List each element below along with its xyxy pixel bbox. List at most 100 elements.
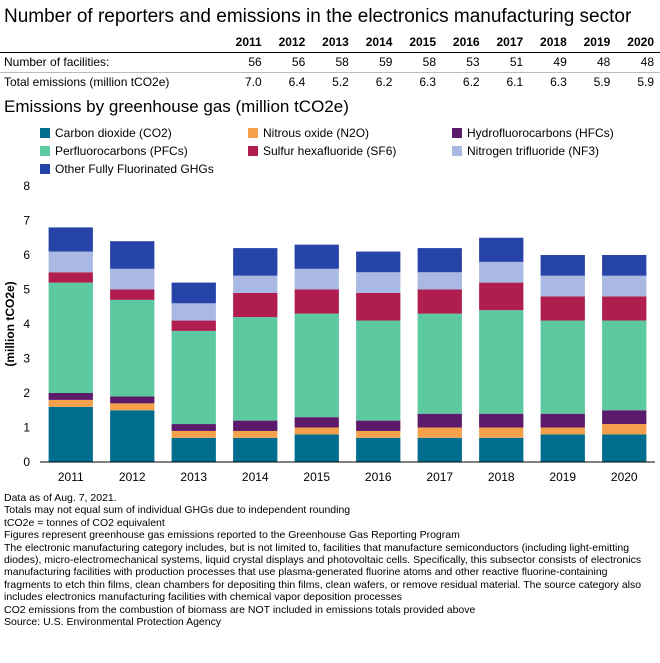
table-cell: 6.3: [398, 72, 443, 92]
table-year-header: 2019: [583, 35, 611, 49]
table-cell: 6.1: [485, 72, 530, 92]
table-year-header: 2015: [409, 35, 437, 49]
legend-swatch: [40, 164, 50, 174]
bar-segment: [171, 424, 216, 431]
chart-legend: Carbon dioxide (CO2) Nitrous oxide (N2O) H…: [0, 126, 660, 180]
table-cell: 53: [442, 52, 486, 73]
table-year-header: 2011: [235, 35, 262, 49]
legend-label: Nitrogen trifluoride (NF3): [467, 144, 600, 158]
legend-item: Other Fully Fluorinated GHGs: [40, 162, 214, 176]
bar-segment: [233, 430, 278, 438]
bar-segment: [171, 320, 216, 331]
bar-segment: [48, 393, 93, 400]
y-tick-label: 6: [23, 248, 30, 262]
table-year-header: 2013: [322, 35, 349, 49]
y-tick-label: 5: [23, 283, 30, 297]
legend-item: Sulfur hexafluoride (SF6): [248, 144, 396, 158]
table-year-header: 2017: [496, 35, 524, 49]
bar-segment: [233, 420, 278, 431]
legend-label: Other Fully Fluorinated GHGs: [55, 162, 214, 176]
table-cell: 51: [485, 52, 530, 73]
bar-segment: [48, 282, 93, 393]
bar-segment: [294, 417, 339, 428]
legend-swatch: [452, 146, 462, 156]
bar-segment: [356, 292, 401, 321]
bar-segment: [479, 413, 524, 428]
bar-segment: [171, 303, 216, 321]
bar-segment: [48, 399, 93, 407]
legend-swatch: [40, 128, 50, 138]
y-tick-label: 8: [23, 179, 30, 193]
bar-segment: [110, 241, 155, 269]
table-year-header: 2016: [452, 35, 480, 49]
bar-segment: [356, 437, 401, 462]
bar-segment: [294, 313, 339, 418]
footnote-line: Figures represent greenhouse gas emissio…: [4, 529, 460, 542]
bar-segment: [48, 272, 93, 283]
bar-segment: [233, 317, 278, 421]
bar-segment: [356, 251, 401, 273]
bar-segment: [602, 434, 647, 462]
bar-segment: [171, 282, 216, 304]
x-tick-label: 2013: [180, 470, 207, 484]
bar-segment: [540, 320, 585, 414]
table-cell: 6.4: [267, 72, 312, 92]
chart-title: Emissions by greenhouse gas (million tCO…: [4, 97, 349, 116]
bar-segment: [356, 430, 401, 438]
footnote-line: tCO2e = tonnes of CO2 equivalent: [4, 516, 165, 529]
bar-segment: [602, 275, 647, 297]
bar-segment: [417, 289, 462, 314]
x-tick-label: 2017: [426, 470, 453, 484]
bar-segment: [602, 424, 647, 435]
bar-segment: [602, 410, 647, 425]
bar-segment: [417, 437, 462, 462]
y-tick-label: 3: [23, 352, 30, 366]
bar-segment: [171, 430, 216, 438]
table-cell: 49: [529, 52, 573, 73]
footnote-line: Totals may not equal sum of individual G…: [4, 504, 351, 517]
bar-segment: [233, 292, 278, 318]
legend-item: Nitrous oxide (N2O): [248, 126, 369, 140]
bar-segment: [294, 434, 339, 462]
legend-item: Perfluorocarbons (PFCs): [40, 144, 188, 158]
table-cell: 56: [267, 52, 312, 73]
bar-segment: [540, 275, 585, 297]
bar-segment: [171, 330, 216, 425]
x-tick-label: 2012: [119, 470, 146, 484]
bar-segment: [602, 320, 647, 411]
bar-segment: [110, 289, 155, 300]
table-cell: 48: [572, 52, 617, 73]
y-axis-label: (million tCO2e): [3, 281, 17, 366]
x-tick-label: 2014: [242, 470, 269, 484]
bar-segment: [417, 427, 462, 438]
legend-label: Nitrous oxide (N2O): [263, 126, 370, 140]
footnote-line: Source: U.S. Environmental Protection Ag…: [4, 616, 222, 629]
bar-segment: [540, 427, 585, 435]
table-year-header: 2020: [627, 35, 654, 49]
bar-segment: [540, 434, 585, 462]
bar-segment: [417, 313, 462, 414]
y-tick-label: 4: [23, 317, 30, 331]
facilities-emissions-table: 2011 2012 2013 2014 2015 2016 2017 2018 2019 2020…: [0, 33, 660, 92]
footnote-line: The electronic manufacturing category in…: [4, 541, 642, 604]
table-cell: 58: [311, 52, 355, 73]
bar-segment: [48, 251, 93, 273]
table-cell: 7.0: [225, 72, 268, 92]
table-row: Total emissions (million tCO2e) 7.0 6.4 5.2…: [0, 72, 660, 92]
table-row-label: Total emissions (million tCO2e): [0, 72, 225, 92]
bar-segment: [233, 248, 278, 276]
legend-label: Carbon dioxide (CO2): [55, 126, 172, 140]
table-cell: 5.9: [572, 72, 617, 92]
table-cell: 48: [616, 52, 660, 73]
x-tick-label: 2020: [611, 470, 638, 484]
legend-swatch: [40, 146, 50, 156]
bar-segment: [602, 255, 647, 276]
bar-segment: [479, 261, 524, 283]
bar-segment: [356, 320, 401, 421]
x-tick-label: 2011: [58, 470, 84, 484]
bar-segment: [356, 420, 401, 431]
bar-segment: [540, 413, 585, 428]
legend-label: Hydrofluorocarbons (HFCs): [467, 126, 614, 140]
bar-segment: [110, 299, 155, 397]
bar-segment: [540, 296, 585, 321]
